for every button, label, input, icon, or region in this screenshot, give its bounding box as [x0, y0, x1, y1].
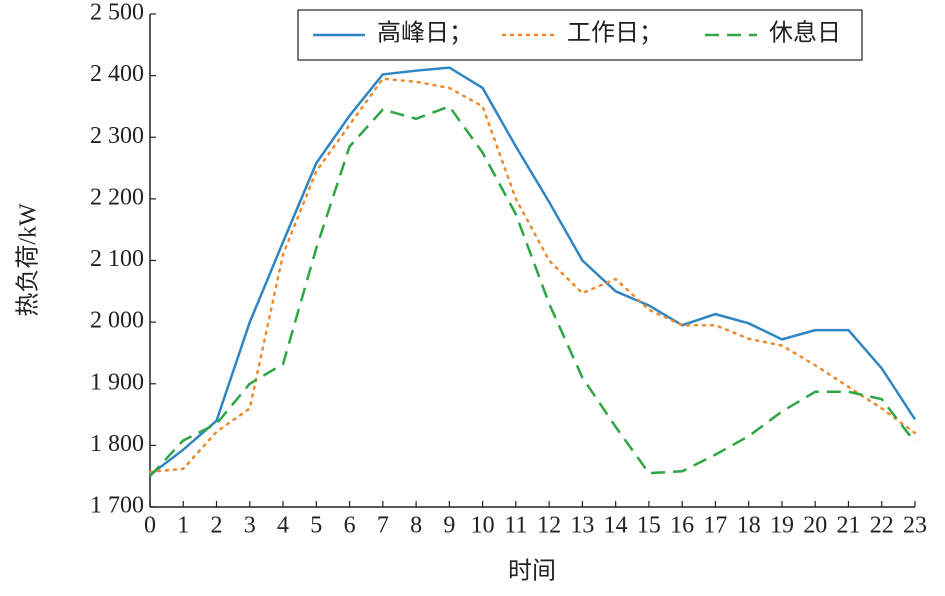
y-tick-label: 2 000 [90, 308, 144, 334]
y-tick-label: 1 800 [90, 431, 144, 457]
y-axis-label: 热负荷/kW [15, 203, 42, 317]
x-tick-label: 0 [144, 513, 156, 539]
x-tick-label: 6 [344, 513, 356, 539]
y-tick-label: 2 300 [90, 123, 144, 149]
x-tick-label: 12 [537, 513, 561, 539]
x-tick-label: 18 [737, 513, 761, 539]
series-line [148, 77, 917, 474]
x-tick-label: 22 [870, 513, 894, 539]
x-axis-label: 时间 [508, 558, 556, 585]
x-tick-label: 23 [903, 513, 927, 539]
y-tick-label: 1 700 [90, 493, 144, 519]
x-tick-label: 11 [504, 513, 527, 539]
y-tick-label: 2 100 [90, 246, 144, 272]
x-tick-label: 21 [836, 513, 860, 539]
y-tick-label: 2 200 [90, 184, 144, 210]
legend-box [297, 9, 863, 61]
x-tick-label: 17 [703, 513, 727, 539]
series-line [149, 104, 916, 478]
x-tick-label: 8 [410, 513, 422, 539]
x-tick-label: 15 [637, 513, 661, 539]
x-tick-label: 4 [277, 513, 289, 539]
x-tick-label: 7 [377, 513, 389, 539]
x-tick-label: 13 [570, 513, 594, 539]
x-tick-label: 3 [244, 513, 256, 539]
legend-label: 休息日 [769, 20, 841, 47]
x-tick-label: 14 [604, 513, 628, 539]
x-tick-label: 5 [310, 513, 322, 539]
x-tick-label: 20 [803, 513, 827, 539]
legend-label: 高峰日； [377, 20, 473, 47]
y-tick-label: 2 500 [90, 0, 144, 26]
x-tick-label: 16 [670, 513, 694, 539]
y-tick-label: 1 900 [90, 369, 144, 395]
x-tick-label: 19 [770, 513, 794, 539]
x-tick-label: 9 [443, 513, 455, 539]
x-tick-label: 10 [471, 513, 495, 539]
legend-label: 工作日； [567, 20, 663, 47]
y-tick-label: 2 400 [90, 61, 144, 87]
series-line [149, 66, 917, 476]
x-tick-label: 2 [211, 513, 223, 539]
x-tick-label: 1 [177, 513, 189, 539]
